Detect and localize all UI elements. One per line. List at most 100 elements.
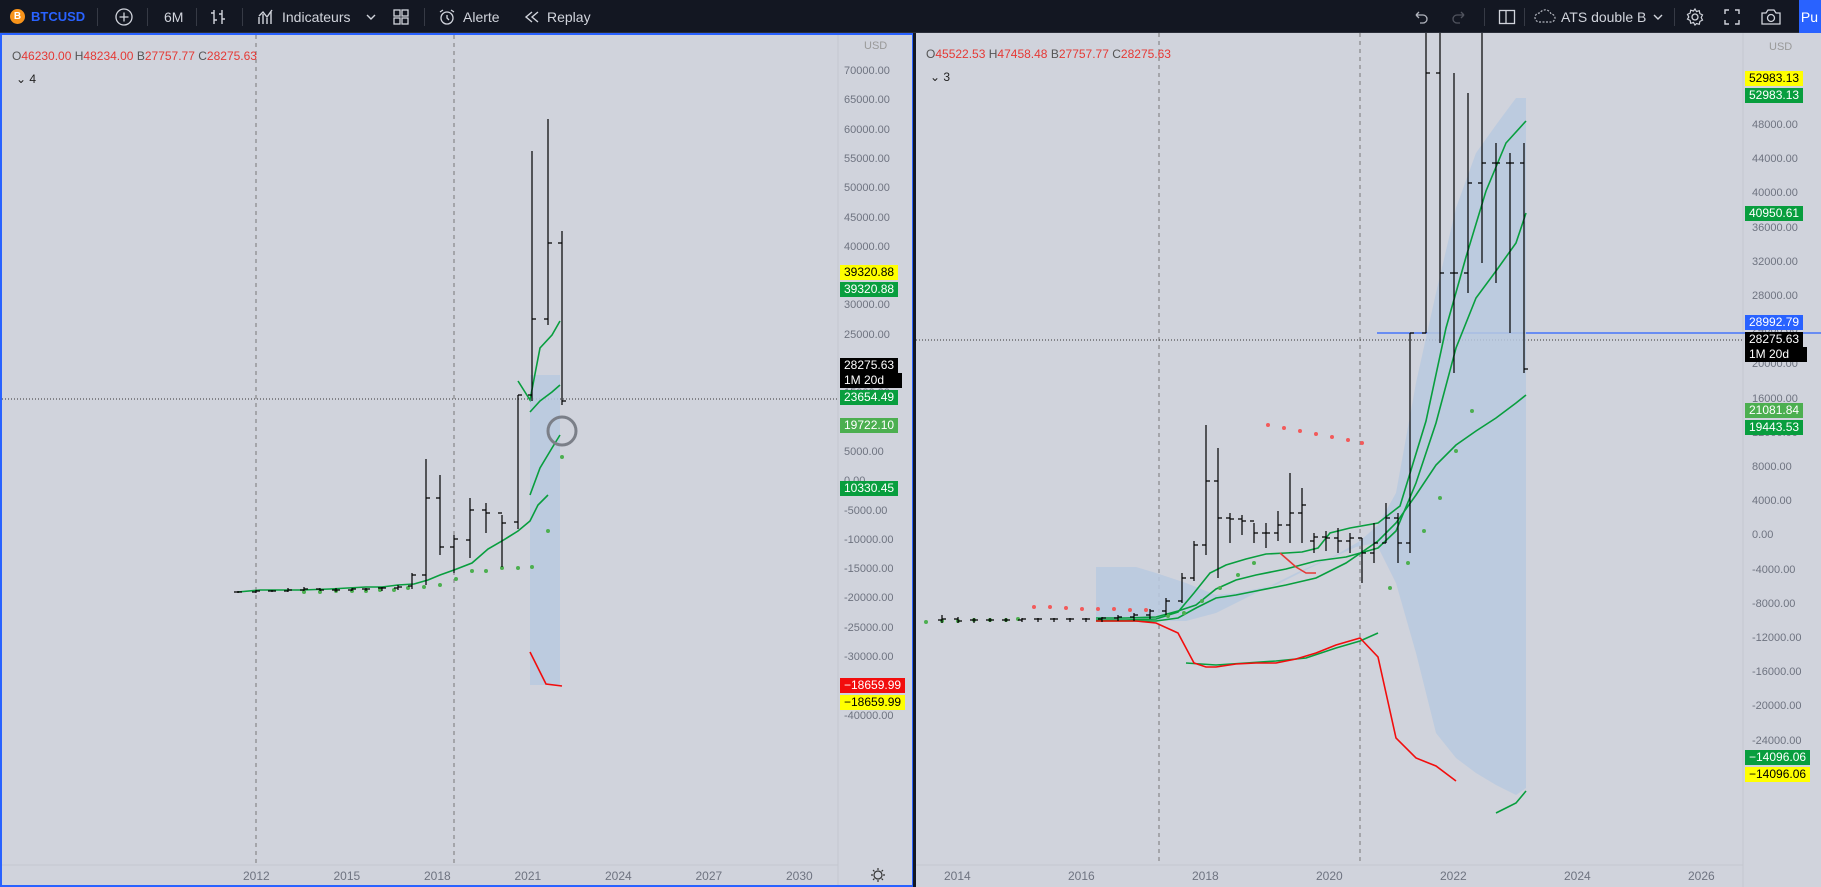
collapse-indicators-toggle[interactable]: ⌄ 4 xyxy=(16,72,36,86)
last-price-label: 28275.63 xyxy=(840,358,899,373)
time-tick-label: 2030 xyxy=(786,869,813,883)
price-label: 52983.13 xyxy=(1745,88,1804,103)
close-key: C xyxy=(1112,47,1121,61)
time-tick-label: 2018 xyxy=(1192,869,1219,883)
cloud-icon xyxy=(1533,8,1557,26)
alert-button[interactable]: Alerte xyxy=(437,0,500,33)
price-label: 10330.45 xyxy=(840,481,899,496)
rewind-icon xyxy=(523,8,541,26)
time-tick-label: 2024 xyxy=(1564,869,1591,883)
gear-icon xyxy=(1685,7,1705,27)
layout-select-button[interactable] xyxy=(1497,0,1517,33)
undo-button[interactable] xyxy=(1412,0,1430,33)
price-tick-label: -12000.00 xyxy=(1752,632,1802,644)
toolbar-divider xyxy=(97,8,98,26)
right-chart-pane[interactable]: O45522.53 H47458.48 B27757.77 C28275.63 … xyxy=(916,33,1821,887)
toolbar-divider xyxy=(196,8,197,26)
time-tick-label: 2015 xyxy=(333,869,361,883)
chevron-down-icon: ⌄ xyxy=(16,72,27,86)
compare-symbol-button[interactable] xyxy=(114,0,134,33)
left-chart-canvas[interactable] xyxy=(2,35,912,885)
redo-button[interactable] xyxy=(1450,0,1468,33)
close-value: 28275.63 xyxy=(206,49,257,63)
templates-button[interactable] xyxy=(391,0,411,33)
chart-type-button[interactable] xyxy=(208,0,228,33)
indicators-dropdown-button[interactable] xyxy=(365,0,377,33)
bar-countdown-label: 1M 20d xyxy=(840,373,902,388)
price-tick-label: 48000.00 xyxy=(1752,119,1798,131)
price-tick-label: -15000.00 xyxy=(844,563,894,576)
high-value: 48234.00 xyxy=(83,49,134,63)
indicators-button[interactable]: Indicateurs xyxy=(256,0,350,33)
sun-icon[interactable] xyxy=(871,868,885,882)
open-value: 45522.53 xyxy=(935,47,986,61)
price-label: 52983.13 xyxy=(1745,71,1804,86)
fullscreen-icon xyxy=(1723,8,1741,26)
indicator-count: 4 xyxy=(29,72,37,86)
interval-button[interactable]: 6M xyxy=(164,0,183,33)
price-tick-label: 45000.00 xyxy=(844,211,890,224)
toolbar-divider xyxy=(1524,8,1525,26)
price-tick-label: 60000.00 xyxy=(844,123,890,136)
price-tick-label: 0.00 xyxy=(1752,529,1774,542)
price-label: 19443.53 xyxy=(1745,420,1804,435)
low-value: 27757.77 xyxy=(1058,47,1109,61)
top-toolbar: B BTCUSD 6M Indicateurs xyxy=(0,0,1821,33)
low-value: 27757.77 xyxy=(144,49,195,63)
price-label: 40950.61 xyxy=(1745,206,1804,221)
snapshot-button[interactable] xyxy=(1760,0,1782,33)
indicator-count: 3 xyxy=(943,70,951,84)
split-layout-icon xyxy=(1497,7,1517,27)
toolbar-divider xyxy=(1484,8,1485,26)
chevron-down-icon: ⌄ xyxy=(930,70,941,84)
add-circle-icon xyxy=(114,7,134,27)
redo-icon xyxy=(1450,8,1468,26)
alert-label: Alerte xyxy=(463,8,500,25)
toolbar-divider xyxy=(424,8,425,26)
symbol-search-button[interactable]: B BTCUSD xyxy=(10,0,85,33)
price-tick-label: 44000.00 xyxy=(1752,153,1798,166)
currency-label: USD xyxy=(864,40,888,52)
sar-dots-left xyxy=(302,455,564,594)
right-chart-canvas[interactable] xyxy=(916,33,1821,887)
price-tick-label: 4000.00 xyxy=(1752,495,1792,508)
crosshair-cursor xyxy=(546,415,578,447)
left-chart-pane[interactable]: O46230.00 H48234.00 B27757.77 C28275.63 … xyxy=(0,33,914,887)
price-label: 28992.79 xyxy=(1745,315,1804,330)
price-tick-label: 25000.00 xyxy=(844,328,890,341)
chevron-down-icon xyxy=(1652,11,1664,23)
time-tick-label: 2014 xyxy=(944,869,971,883)
price-tick-label: 55000.00 xyxy=(844,152,890,165)
price-tick-label: -40000.00 xyxy=(844,709,894,722)
settings-button[interactable] xyxy=(1685,0,1705,33)
price-tick-label: 32000.00 xyxy=(1752,255,1798,268)
open-key: O xyxy=(12,49,22,63)
collapse-indicators-toggle[interactable]: ⌄ 3 xyxy=(930,70,950,84)
price-label: −18659.99 xyxy=(840,678,906,693)
time-tick-label: 2020 xyxy=(1316,869,1343,883)
close-value: 28275.63 xyxy=(1120,47,1171,61)
price-tick-label: -10000.00 xyxy=(844,533,894,546)
pane-splitter[interactable] xyxy=(913,33,917,887)
price-tick-label: 40000.00 xyxy=(1752,187,1798,200)
fullscreen-button[interactable] xyxy=(1723,0,1741,33)
price-tick-label: 28000.00 xyxy=(1752,290,1798,302)
high-key: H xyxy=(74,49,84,63)
bar-chart-icon xyxy=(208,7,228,27)
price-tick-label: 8000.00 xyxy=(1752,461,1792,473)
indicators-label: Indicateurs xyxy=(282,8,351,25)
publish-button[interactable]: Pu xyxy=(1799,0,1821,33)
chevron-down-icon xyxy=(365,11,377,23)
price-tick-label: -20000.00 xyxy=(844,592,894,605)
price-tick-label: -4000.00 xyxy=(1752,563,1796,576)
high-key: H xyxy=(988,47,998,61)
price-tick-label: 50000.00 xyxy=(844,182,890,195)
price-label: −14096.06 xyxy=(1745,767,1811,782)
price-label: −18659.99 xyxy=(840,695,906,710)
save-layout-button[interactable]: ATS double B xyxy=(1533,0,1646,33)
sar-dots-red xyxy=(1032,423,1364,612)
toolbar-divider xyxy=(242,8,243,26)
replay-button[interactable]: Replay xyxy=(523,0,591,33)
layout-dropdown-button[interactable] xyxy=(1652,0,1664,33)
price-tick-label: 70000.00 xyxy=(844,65,890,77)
